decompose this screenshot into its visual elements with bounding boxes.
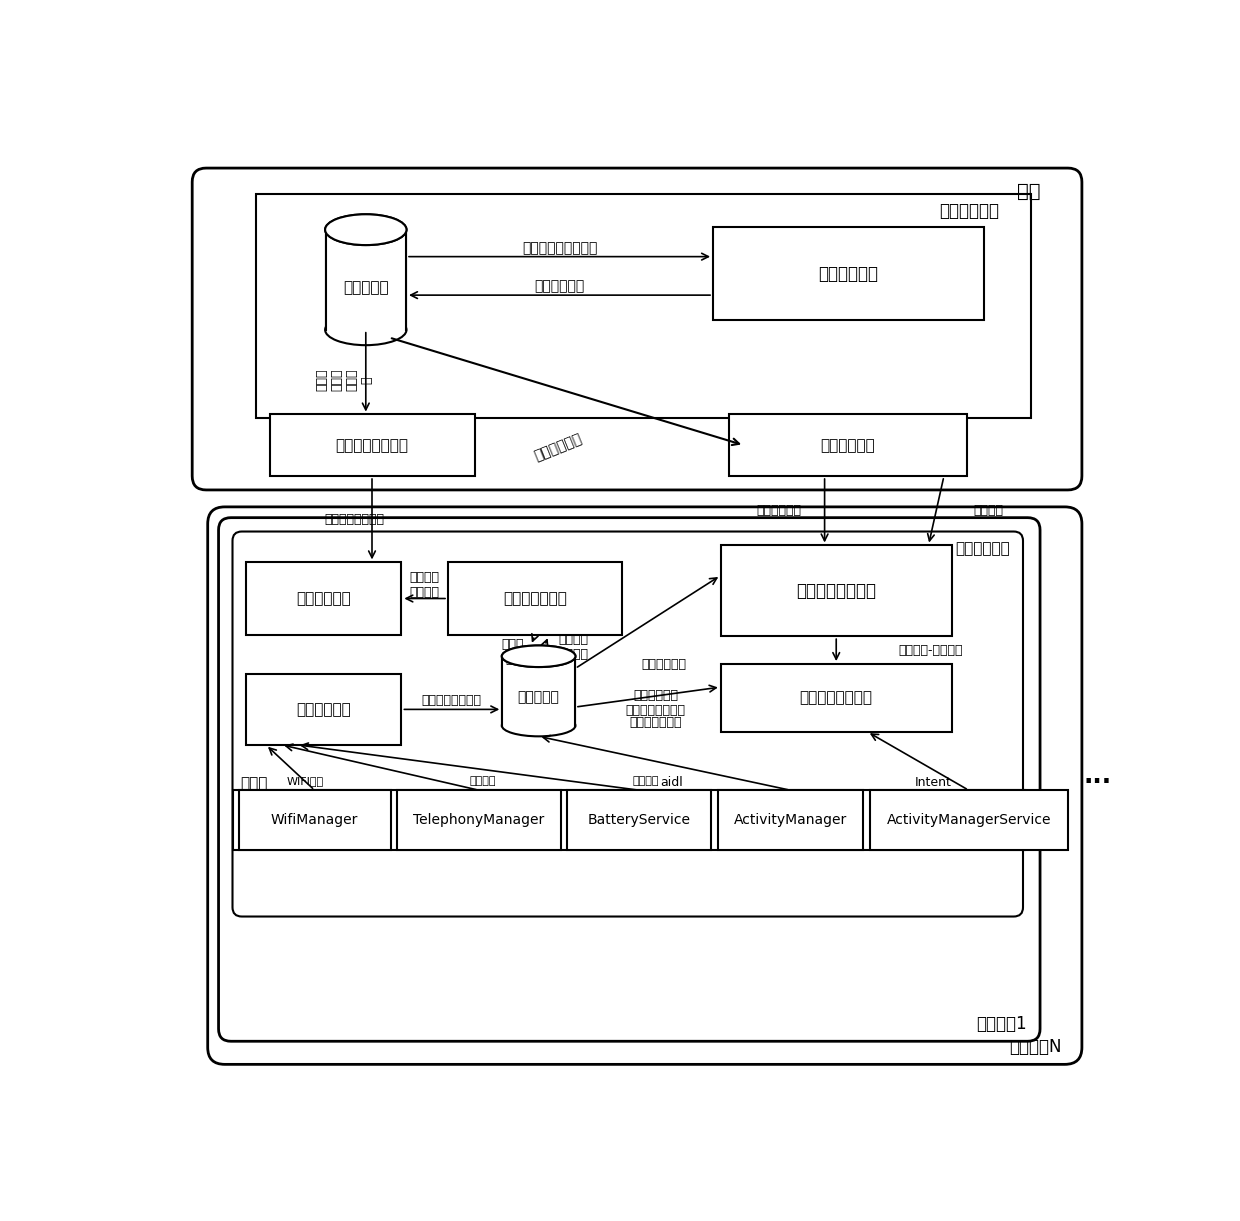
Text: 预测结果-应用名称: 预测结果-应用名称 (898, 643, 962, 657)
Text: 应用启动加速模块: 应用启动加速模块 (800, 690, 873, 706)
Text: WifiManager: WifiManager (272, 813, 358, 828)
Text: 应用使用相关记录: 应用使用相关记录 (422, 694, 482, 707)
FancyBboxPatch shape (192, 168, 1081, 490)
Bar (713, 227, 985, 320)
FancyBboxPatch shape (218, 518, 1040, 1042)
Bar (247, 563, 402, 635)
Ellipse shape (502, 714, 575, 736)
Text: 应用启动预测模块: 应用启动预测模块 (796, 582, 877, 600)
Ellipse shape (502, 646, 575, 667)
Ellipse shape (502, 646, 575, 667)
Ellipse shape (325, 214, 407, 245)
Text: 终端数据库: 终端数据库 (517, 690, 559, 705)
Text: 模型索引记录: 模型索引记录 (534, 280, 585, 294)
Bar (718, 790, 863, 850)
Text: 服务层: 服务层 (241, 777, 268, 791)
Text: 下载模型: 下载模型 (973, 504, 1003, 518)
Text: 时间、基站信息: 时间、基站信息 (630, 716, 682, 729)
Text: 预测模型请求: 预测模型请求 (756, 504, 801, 518)
Text: ActivityManagerService: ActivityManagerService (887, 813, 1052, 828)
Text: 数据收集模块: 数据收集模块 (296, 702, 351, 717)
Text: 基站信息: 基站信息 (470, 777, 496, 786)
Text: 第二数据上传请求: 第二数据上传请求 (324, 513, 384, 526)
Bar (720, 664, 952, 731)
Text: aidl: aidl (661, 777, 683, 789)
Text: 应用使
用相关
记录上
传: 应用使 用相关 记录上 传 (315, 369, 373, 391)
Text: 数据预处理模块: 数据预处理模块 (502, 591, 567, 606)
Text: 云端数据库: 云端数据库 (343, 280, 388, 295)
Bar (247, 674, 402, 745)
Text: 训练数据、节点属性: 训练数据、节点属性 (522, 242, 598, 255)
Text: WIFI信息: WIFI信息 (286, 777, 324, 786)
Text: TelephonyManager: TelephonyManager (413, 813, 544, 828)
Bar (325, 230, 407, 330)
Text: 应用记录存储模块: 应用记录存储模块 (336, 438, 408, 453)
Bar (238, 790, 391, 850)
Text: 模型交互模块: 模型交互模块 (821, 438, 875, 453)
Ellipse shape (325, 314, 407, 346)
Bar (233, 790, 1024, 850)
Bar (869, 790, 1068, 850)
Text: 模型训练系统: 模型训练系统 (939, 203, 998, 220)
Text: 移动终端1: 移动终端1 (976, 1016, 1027, 1033)
Text: 应用使用
相关记录: 应用使用 相关记录 (558, 632, 589, 661)
Bar (255, 194, 1030, 418)
Bar (729, 414, 967, 476)
FancyBboxPatch shape (207, 507, 1081, 1065)
Text: 第一数据
上传请求: 第一数据 上传请求 (409, 570, 440, 598)
Text: 模型训练模块: 模型训练模块 (818, 265, 879, 282)
Text: 模型索引记录: 模型索引记录 (641, 658, 686, 672)
Text: 云端: 云端 (1018, 182, 1040, 200)
FancyBboxPatch shape (233, 531, 1023, 917)
Bar (567, 790, 712, 850)
Text: 模型索引记录: 模型索引记录 (532, 431, 584, 463)
Ellipse shape (325, 214, 407, 245)
Bar (397, 790, 560, 850)
Text: 数据上传模块: 数据上传模块 (296, 591, 351, 606)
Bar (720, 546, 952, 636)
Bar (448, 563, 622, 635)
Text: ...: ... (1084, 764, 1111, 789)
Text: Intent: Intent (915, 777, 951, 789)
Bar (270, 414, 475, 476)
Text: BatteryService: BatteryService (588, 813, 691, 828)
Text: 移动终端N: 移动终端N (1009, 1038, 1061, 1056)
Text: 数据处理模块: 数据处理模块 (955, 541, 1011, 556)
Text: ActivityManager: ActivityManager (734, 813, 847, 828)
Text: 电量信息: 电量信息 (632, 777, 658, 786)
Text: 预处理
数据: 预处理 数据 (502, 639, 525, 667)
Bar (502, 656, 575, 725)
Text: 模型索引记录
最新应用使用记录: 模型索引记录 最新应用使用记录 (626, 689, 686, 717)
